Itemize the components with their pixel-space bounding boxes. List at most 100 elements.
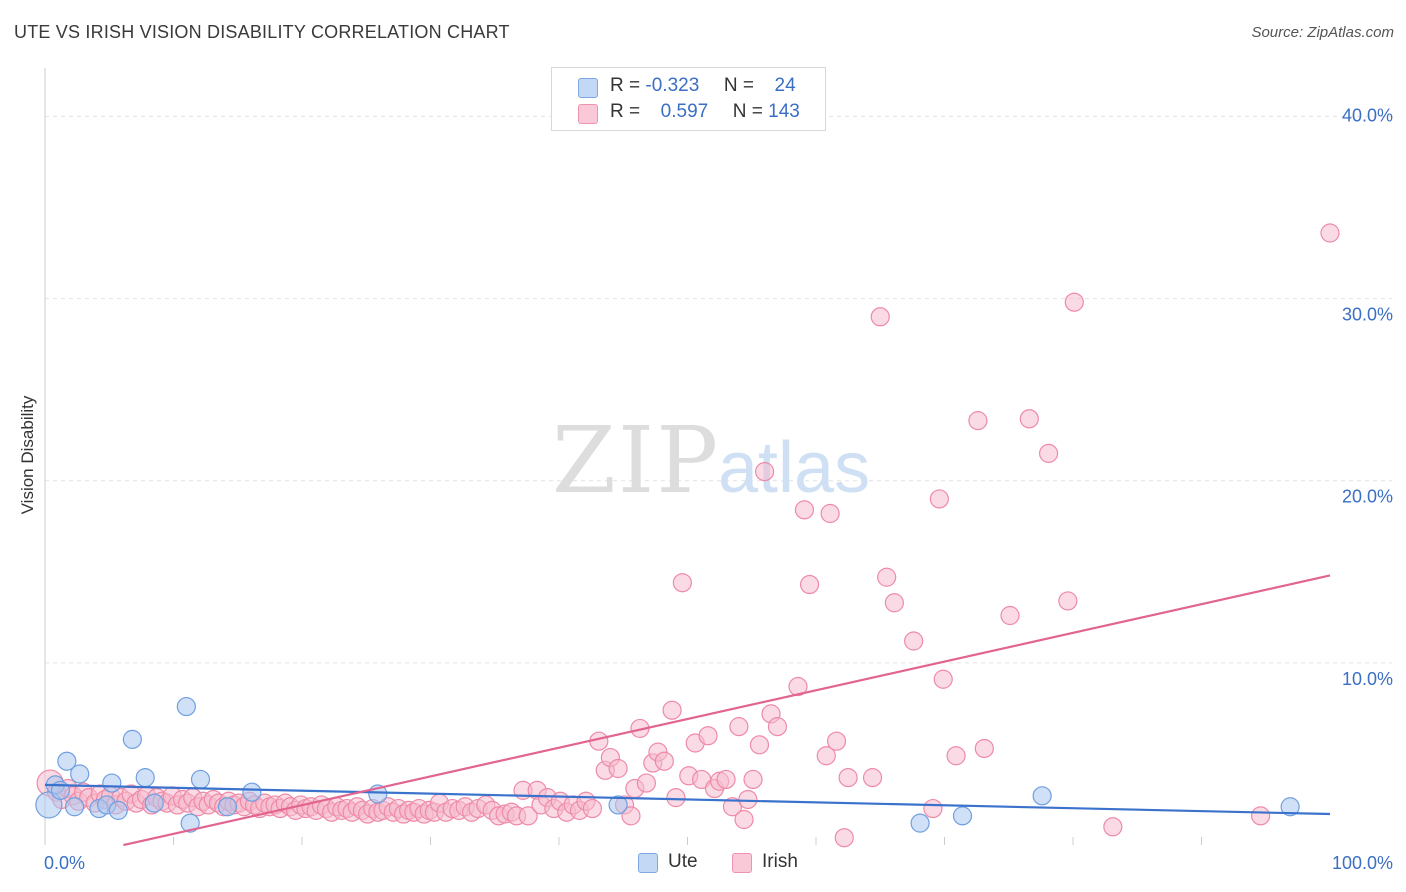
irish-point-125 (738, 789, 758, 810)
y-tick-label-2: 30.0% (1342, 305, 1393, 325)
irish-point-112 (662, 700, 682, 720)
ute-point-15 (190, 769, 211, 790)
chart-title: UTE VS IRISH VISION DISABILITY CORRELATI… (14, 22, 510, 42)
irish-series (36, 223, 1340, 848)
legend-ute-r-value: -0.323 (645, 75, 700, 96)
irish-point-89 (518, 806, 538, 826)
irish-point-155 (1103, 817, 1123, 837)
ute-point-5 (70, 764, 90, 784)
irish-swatch (578, 104, 598, 124)
ute-point-13 (176, 696, 196, 717)
irish-point-133 (799, 574, 820, 595)
y-tick-label-3: 40.0% (1342, 105, 1393, 125)
ute-point-16 (217, 797, 238, 817)
irish-point-147 (946, 746, 966, 766)
irish-point-103 (608, 758, 628, 779)
ute-point-3 (57, 751, 77, 771)
irish-point-150 (1000, 605, 1020, 626)
bottom-irish-swatch (732, 853, 752, 873)
tick-labels: 10.0% 20.0% 30.0% 40.0% 0.0% 100.0% (44, 105, 1393, 873)
irish-point-139 (862, 768, 883, 788)
irish-point-140 (870, 307, 890, 327)
x-tick-label-0: 0.0% (44, 853, 85, 873)
ute-point-12 (144, 793, 164, 813)
watermark-atlas: atlas (718, 428, 870, 508)
irish-point-130 (767, 717, 788, 737)
irish-point-121 (716, 769, 736, 790)
gridlines (45, 115, 1392, 664)
irish-point-142 (884, 593, 904, 613)
legend-ute-n-label: N = (723, 75, 754, 96)
legend-irish-r-label: R = (610, 101, 641, 122)
trend-lines (44, 574, 1331, 847)
legend-irish-r-value: 0.597 (660, 101, 709, 122)
legend-irish-n-value: 143 (768, 101, 800, 122)
irish-point-113 (666, 788, 686, 808)
watermark-zip: ZIP (552, 407, 720, 514)
irish-point-148 (968, 411, 988, 431)
ute-point-8 (102, 773, 122, 793)
irish-point-146 (933, 669, 953, 689)
legend-irish-n-label: N = (732, 101, 763, 122)
ute-point-22 (1032, 786, 1052, 806)
irish-point-143 (904, 631, 924, 651)
irish-point-138 (838, 768, 858, 788)
ute-swatch (578, 78, 598, 98)
irish-point-132 (794, 500, 815, 520)
y-axis-label: Vision Disability (18, 395, 37, 514)
ute-point-19 (608, 795, 628, 815)
legend-ute-text: R = -0.323 N = 24 (610, 75, 796, 97)
irish-point-108 (636, 773, 656, 793)
ute-point-23 (1280, 797, 1300, 817)
irish-point-123 (729, 717, 749, 737)
irish-point-145 (929, 489, 949, 509)
y-tick-label-1: 20.0% (1342, 487, 1393, 507)
ute-point-9 (108, 800, 128, 820)
irish-point-156 (1251, 806, 1271, 826)
correlation-legend: R = -0.323 N = 24 R = 0.597 N = 143 (551, 67, 826, 131)
irish-point-136 (826, 731, 847, 751)
bottom-irish-label: Irish (762, 851, 798, 872)
irish-point-124 (734, 809, 754, 830)
irish-point-128 (754, 462, 775, 482)
ute-point-4 (64, 797, 85, 817)
ute-point-20 (910, 813, 930, 833)
irish-point-111 (654, 751, 674, 771)
irish-trend-line (123, 574, 1331, 847)
irish-point-144 (923, 798, 943, 819)
bottom-ute-label: Ute (668, 851, 698, 872)
irish-point-126 (743, 769, 763, 790)
legend-ute-n-value: 24 (774, 75, 796, 96)
x-tick-label-1: 100.0% (1332, 853, 1393, 873)
irish-point-114 (672, 573, 692, 593)
irish-point-151 (1019, 409, 1039, 429)
irish-point-118 (698, 726, 718, 746)
irish-point-99 (582, 798, 603, 819)
axes (44, 68, 1202, 845)
irish-point-152 (1038, 443, 1059, 463)
irish-point-137 (834, 828, 854, 848)
irish-point-131 (788, 676, 808, 697)
irish-point-105 (621, 806, 641, 826)
irish-point-157 (1320, 223, 1340, 243)
y-tick-label-0: 10.0% (1342, 669, 1393, 689)
legend-ute-r-label: R = (610, 75, 641, 96)
source-label: Source: ZipAtlas.com (1251, 24, 1394, 41)
legend-irish-text: R = 0.597 N = 143 (610, 101, 800, 123)
ute-point-17 (242, 782, 262, 802)
ute-point-21 (952, 806, 973, 826)
irish-point-135 (820, 503, 840, 524)
bottom-ute-swatch (638, 853, 658, 873)
irish-point-127 (749, 735, 770, 755)
ute-point-10 (122, 729, 142, 749)
irish-point-141 (877, 567, 897, 587)
ute-trend-line (44, 783, 1331, 816)
ute-point-14 (180, 813, 200, 833)
irish-point-153 (1058, 591, 1078, 611)
watermark: ZIP atlas (552, 407, 870, 514)
irish-point-134 (816, 746, 836, 766)
irish-point-122 (722, 797, 743, 817)
ute-point-11 (135, 768, 155, 788)
irish-point-154 (1064, 292, 1084, 312)
